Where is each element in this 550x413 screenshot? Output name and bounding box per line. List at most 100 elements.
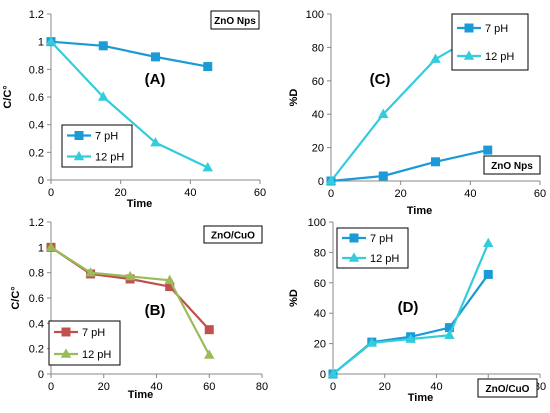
y-tick-label: 0.8 <box>29 64 44 76</box>
legend-marker-1 <box>464 23 474 33</box>
data-point-series-1 <box>483 145 493 155</box>
x-axis-title: Time <box>407 205 432 217</box>
legend-label-1: 7 pH <box>485 23 508 35</box>
data-point-series-2 <box>405 333 416 343</box>
legend-label-1: 7 pH <box>82 327 105 339</box>
data-point-series-2 <box>204 349 215 359</box>
y-tick-label: 0.6 <box>29 293 44 305</box>
y-tick-label: 0 <box>38 369 44 381</box>
y-tick-label: 80 <box>312 42 324 54</box>
legend-box <box>451 13 529 71</box>
y-tick-label: 0 <box>38 175 44 187</box>
data-point-series-2 <box>124 270 136 281</box>
x-tick-label: 60 <box>203 381 215 393</box>
panel-label: (C) <box>370 71 391 88</box>
y-tick-label: 1 <box>38 37 44 49</box>
data-point-series-2 <box>325 175 337 185</box>
y-tick-label: 40 <box>312 109 324 121</box>
data-point-series-1 <box>483 269 493 279</box>
data-point-series-2 <box>164 274 175 285</box>
panel-label: (A) <box>145 71 166 88</box>
y-tick-label: 100 <box>306 9 324 21</box>
data-point-series-1 <box>378 171 388 181</box>
series-line-1 <box>50 246 211 331</box>
y-tick-label: 0 <box>318 176 324 188</box>
x-tick-label: 0 <box>330 381 336 393</box>
y-tick-label: 100 <box>308 217 326 229</box>
legend-label-2: 12 pH <box>370 253 399 265</box>
x-tick-label: 80 <box>256 381 268 393</box>
y-tick-label: 60 <box>312 76 324 88</box>
data-point-series-1 <box>165 282 175 292</box>
y-tick-label: 80 <box>314 247 326 259</box>
x-axis-title: Time <box>127 198 152 210</box>
annotation-text: ZnO Nps <box>214 16 256 27</box>
chart-panel-2: 0 20 40 60 80 100 0 20 40 60 Time %D (C) ZnO Nps 7 pH 1… <box>288 9 546 217</box>
annotation-box <box>477 378 538 398</box>
y-tick-label: 1.2 <box>29 217 44 229</box>
legend-box <box>61 124 133 168</box>
x-tick-label: 0 <box>328 188 334 200</box>
y-tick-label: 20 <box>312 143 324 155</box>
y-tick-label: 0.2 <box>29 147 44 159</box>
x-tick-label: 20 <box>379 381 391 393</box>
x-tick-label: 0 <box>48 381 54 393</box>
y-axis-title: C/C° <box>10 286 22 309</box>
y-axis-title: C/C° <box>2 85 14 108</box>
y-tick-label: 1.2 <box>29 9 44 21</box>
y-axis-title: %D <box>288 289 300 307</box>
legend-label-2: 12 pH <box>95 152 124 164</box>
data-point-series-1 <box>444 323 454 333</box>
series-line-1 <box>332 273 490 375</box>
data-point-series-1 <box>151 52 160 62</box>
legend-label-2: 12 pH <box>485 51 514 63</box>
data-point-series-2 <box>483 237 494 248</box>
x-tick-label: 40 <box>150 381 162 393</box>
legend-label-2: 12 pH <box>82 349 111 361</box>
data-point-series-2 <box>150 137 161 147</box>
data-point-series-2 <box>45 241 57 252</box>
data-point-series-2 <box>366 337 378 347</box>
annotation-box <box>203 225 263 244</box>
y-tick-label: 0 <box>320 369 326 381</box>
x-tick-label: 40 <box>464 188 476 200</box>
data-point-series-2 <box>378 108 389 118</box>
legend-box <box>336 227 409 269</box>
y-tick-label: 40 <box>314 308 326 320</box>
series-line-2 <box>50 40 209 169</box>
chart-panel-1: 0 0.2 0.4 0.6 0.8 1 1.2 0 20 40 60 Time C/C° (A) ZnO N… <box>2 9 266 210</box>
series-line-1 <box>50 40 208 68</box>
y-tick-label: 0.4 <box>29 120 44 132</box>
data-point-series-2 <box>327 368 339 378</box>
data-point-series-2 <box>45 36 57 46</box>
data-point-series-2 <box>98 91 109 101</box>
legend-marker-2 <box>348 252 360 262</box>
annotation-text: ZnO/CuO <box>211 231 255 242</box>
annotation-box <box>483 155 541 175</box>
data-point-series-1 <box>98 41 108 51</box>
data-point-series-1 <box>203 62 213 72</box>
x-tick-label: 60 <box>534 188 546 200</box>
legend-box <box>48 320 121 366</box>
x-tick-label: 60 <box>254 187 266 199</box>
data-point-series-1 <box>431 157 440 167</box>
data-point-series-2 <box>430 53 441 63</box>
x-tick-label: 40 <box>430 381 442 393</box>
y-tick-label: 0.6 <box>29 92 44 104</box>
y-tick-label: 0.8 <box>29 268 44 280</box>
y-tick-label: 20 <box>314 339 326 351</box>
x-tick-label: 20 <box>395 188 407 200</box>
y-tick-label: 60 <box>314 278 326 290</box>
x-tick-label: 20 <box>115 187 127 199</box>
x-tick-label: 0 <box>48 187 54 199</box>
annotation-text: ZnO Nps <box>491 161 533 172</box>
x-axis-title: Time <box>128 389 153 401</box>
series-line-1 <box>330 149 488 183</box>
panel-label: (B) <box>145 302 166 319</box>
data-point-series-1 <box>204 325 214 335</box>
panel-label: (D) <box>398 299 419 316</box>
annotation-text: ZnO/CuO <box>486 384 530 395</box>
legend-label-1: 7 pH <box>370 233 393 245</box>
